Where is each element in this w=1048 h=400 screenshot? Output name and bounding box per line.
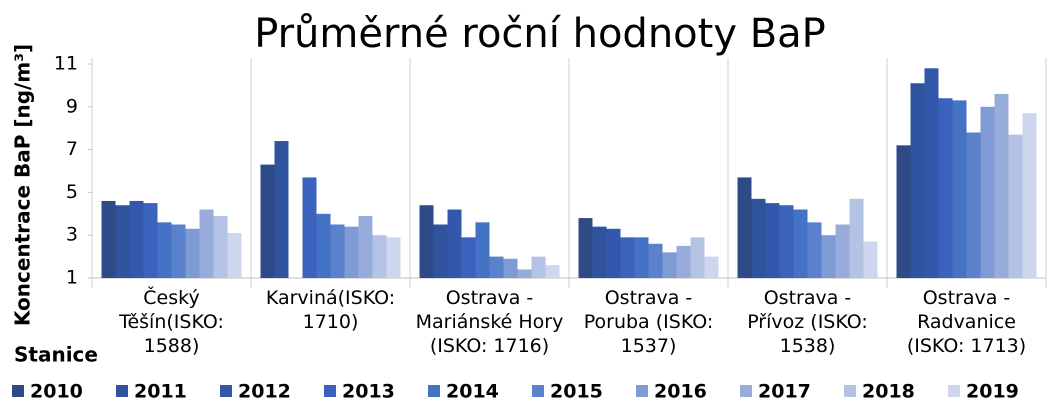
x-tick-label: Český Těšín(ISKO: 1588) xyxy=(119,287,224,357)
x-axis-title: Stanice xyxy=(14,343,98,367)
bar xyxy=(807,222,822,278)
bar xyxy=(980,106,995,278)
bar xyxy=(185,228,200,278)
legend-swatch xyxy=(740,385,752,397)
bar xyxy=(924,68,939,278)
bar xyxy=(1008,134,1023,278)
legend-label: 2014 xyxy=(446,381,499,400)
bar xyxy=(779,205,794,278)
bar xyxy=(199,209,214,278)
bar xyxy=(531,256,546,278)
bar xyxy=(835,224,850,278)
bar xyxy=(704,256,719,278)
x-tick-label: Ostrava - Přívoz (ISKO: 1538) xyxy=(747,287,868,357)
legend-swatch xyxy=(844,385,856,397)
bar xyxy=(648,243,663,278)
y-tick-label: 1 xyxy=(66,267,78,289)
legend-label: 2016 xyxy=(654,381,707,400)
x-tick-label: Karviná(ISKO: 1710) xyxy=(265,287,396,333)
legend-label: 2011 xyxy=(134,381,187,400)
bar xyxy=(129,200,144,278)
x-tick-label: Ostrava - Radvanice (ISKO: 1713) xyxy=(906,287,1027,357)
y-tick-label: 5 xyxy=(66,181,78,203)
bar xyxy=(344,226,359,278)
bar xyxy=(910,83,925,278)
bar xyxy=(372,235,387,278)
bar xyxy=(938,98,953,279)
bar xyxy=(316,213,331,278)
legend-label: 2010 xyxy=(30,381,83,400)
legend-label: 2012 xyxy=(238,381,291,400)
legend-label: 2013 xyxy=(342,381,395,400)
y-tick-label: 3 xyxy=(66,224,78,246)
bar xyxy=(260,164,275,278)
y-tick-label: 7 xyxy=(66,138,78,160)
bar xyxy=(302,177,317,278)
bar xyxy=(517,269,532,278)
legend-label: 2017 xyxy=(758,381,811,400)
legend-swatch xyxy=(532,385,544,397)
bar xyxy=(143,203,158,278)
bar xyxy=(447,209,462,278)
bar xyxy=(592,226,607,278)
bar xyxy=(751,198,766,278)
bar xyxy=(503,258,518,278)
bar xyxy=(461,237,476,278)
bar xyxy=(620,237,635,278)
x-tick-label: Ostrava - Mariánské Hory (ISKO: 1716) xyxy=(415,287,564,357)
bar xyxy=(274,141,289,278)
bar xyxy=(821,235,836,278)
bar xyxy=(676,245,691,278)
bar xyxy=(386,237,401,278)
legend-label: 2015 xyxy=(550,381,603,400)
bar xyxy=(419,205,434,278)
y-tick-label: 11 xyxy=(54,53,78,75)
legend-swatch xyxy=(636,385,648,397)
legend-swatch xyxy=(116,385,128,397)
bar xyxy=(157,222,172,278)
chart-title: Průměrné roční hodnoty BaP xyxy=(254,11,826,57)
bar xyxy=(662,252,677,278)
bar xyxy=(578,218,593,278)
bar xyxy=(606,228,621,278)
bar xyxy=(849,198,864,278)
bar xyxy=(101,200,116,278)
bar xyxy=(690,237,705,278)
bar xyxy=(952,100,967,278)
legend-swatch xyxy=(948,385,960,397)
bar xyxy=(171,224,186,278)
bar xyxy=(1022,113,1037,278)
legend-label: 2019 xyxy=(966,381,1019,400)
bar xyxy=(358,215,373,278)
legend-swatch xyxy=(324,385,336,397)
legend-label: 2018 xyxy=(862,381,915,400)
legend-swatch xyxy=(12,385,24,397)
legend-swatch xyxy=(428,385,440,397)
bar xyxy=(227,233,242,278)
bar xyxy=(475,222,490,278)
bar xyxy=(330,224,345,278)
bar xyxy=(896,145,911,278)
legend-swatch xyxy=(220,385,232,397)
bar xyxy=(115,205,130,278)
x-tick-label: Ostrava - Poruba (ISKO: 1537) xyxy=(583,287,714,357)
bar xyxy=(966,132,981,278)
bar xyxy=(765,203,780,278)
bar xyxy=(737,177,752,278)
bar xyxy=(994,93,1009,279)
bar xyxy=(489,256,504,278)
y-tick-label: 9 xyxy=(66,95,78,117)
bar xyxy=(793,209,808,278)
bar xyxy=(433,224,448,278)
bar xyxy=(545,265,560,278)
y-axis-title: Koncentrace BaP [ng/m³] xyxy=(11,44,35,326)
bar xyxy=(213,215,228,278)
bar xyxy=(634,237,649,278)
bar xyxy=(863,241,878,278)
